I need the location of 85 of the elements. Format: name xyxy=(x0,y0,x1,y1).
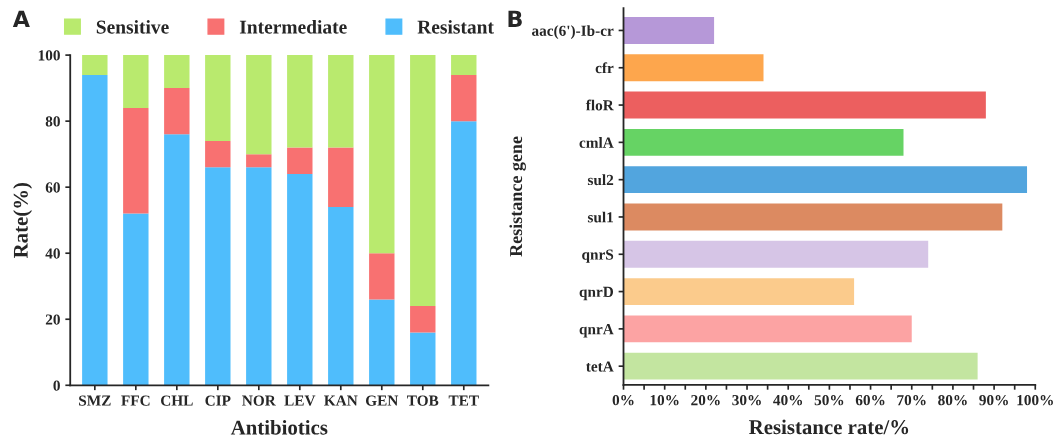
legend-label: Intermediate xyxy=(239,19,347,34)
text: A xyxy=(12,10,30,27)
x-tick-label: TOB xyxy=(407,395,439,406)
bar xyxy=(623,203,1003,231)
x-tick-label: SMZ xyxy=(79,395,111,406)
bar xyxy=(623,91,986,119)
bar xyxy=(287,147,313,174)
bar xyxy=(451,74,477,122)
bar xyxy=(246,55,272,155)
x-tick-label: TET xyxy=(448,395,479,406)
bar xyxy=(82,55,108,75)
x-tick-label: 70% xyxy=(897,395,926,406)
bar xyxy=(328,206,354,386)
text: B xyxy=(508,10,522,27)
bar xyxy=(623,352,978,380)
bar xyxy=(623,54,764,82)
y-axis-title: Rate(%) xyxy=(13,182,33,259)
bar xyxy=(369,299,395,386)
y-tick-label: 20 xyxy=(45,314,60,325)
bar xyxy=(123,107,149,214)
bar xyxy=(205,55,231,141)
x-tick-label: 80% xyxy=(938,395,967,406)
bar xyxy=(623,278,855,305)
bar xyxy=(287,55,313,148)
x-tick-label: 30% xyxy=(732,395,761,406)
x-tick-label: CHL xyxy=(161,395,193,406)
y-tick-label: 60 xyxy=(45,182,60,193)
x-tick-label: 60% xyxy=(855,395,885,406)
bar xyxy=(328,55,354,148)
bar xyxy=(82,74,108,386)
x-tick-label: 10% xyxy=(650,395,679,406)
x-tick-label: LEV xyxy=(284,395,316,406)
legend-label: Resistant xyxy=(417,19,494,34)
x-tick-label: 90% xyxy=(979,395,1008,406)
bar xyxy=(205,140,231,168)
bar xyxy=(328,147,354,207)
y-tick-label: floR xyxy=(585,99,614,111)
x-tick-label: NOR xyxy=(242,395,276,406)
y-tick-label: qnrD xyxy=(579,286,614,301)
bar xyxy=(623,315,912,343)
bar xyxy=(164,55,190,89)
x-tick-label: 50% xyxy=(814,395,844,406)
y-tick-label: cfr xyxy=(595,62,614,74)
bar xyxy=(123,213,149,386)
bar xyxy=(205,167,231,386)
y-tick-label: cmlA xyxy=(579,137,614,148)
bar xyxy=(623,17,715,44)
x-tick-label: GEN xyxy=(365,395,399,406)
y-tick-label: 80 xyxy=(45,116,60,127)
y-tick-label: sul1 xyxy=(587,211,613,223)
bar xyxy=(451,55,477,75)
y-tick-label: aac(6')-Ib-cr xyxy=(531,25,614,39)
bar xyxy=(164,134,190,386)
y-tick-label: 100 xyxy=(38,50,60,61)
legend-label: Sensitive xyxy=(96,19,169,34)
y-tick-label: qnrS xyxy=(582,249,614,263)
y-tick-label: sul2 xyxy=(587,174,614,186)
y-tick-label: tetA xyxy=(586,361,614,372)
x-axis-title: Resistance rate/% xyxy=(749,419,909,435)
x-tick-label: CIP xyxy=(205,395,231,406)
bar xyxy=(246,167,272,386)
bar xyxy=(623,166,1028,194)
x-axis-title: Antibiotics xyxy=(230,419,328,435)
bar xyxy=(451,121,477,386)
bar xyxy=(623,240,929,268)
y-tick-label: 40 xyxy=(45,248,60,259)
x-tick-label: KAN xyxy=(324,395,358,406)
bar xyxy=(369,55,395,254)
bar xyxy=(410,55,436,307)
bar xyxy=(369,253,395,300)
bar xyxy=(623,128,904,156)
bar xyxy=(246,154,272,168)
y-tick-label: 0 xyxy=(53,380,60,391)
bar xyxy=(287,173,313,386)
x-tick-label: FFC xyxy=(121,395,150,406)
bar xyxy=(164,88,190,135)
y-axis-title: Resistance gene xyxy=(509,136,526,257)
bar xyxy=(123,55,149,108)
x-tick-label: 40% xyxy=(773,395,803,406)
x-tick-label: 100% xyxy=(1017,395,1053,406)
x-tick-label: 0% xyxy=(612,395,634,406)
bar xyxy=(410,306,436,333)
y-tick-label: qnrA xyxy=(579,324,614,338)
bar xyxy=(410,332,436,386)
x-tick-label: 20% xyxy=(691,395,720,406)
